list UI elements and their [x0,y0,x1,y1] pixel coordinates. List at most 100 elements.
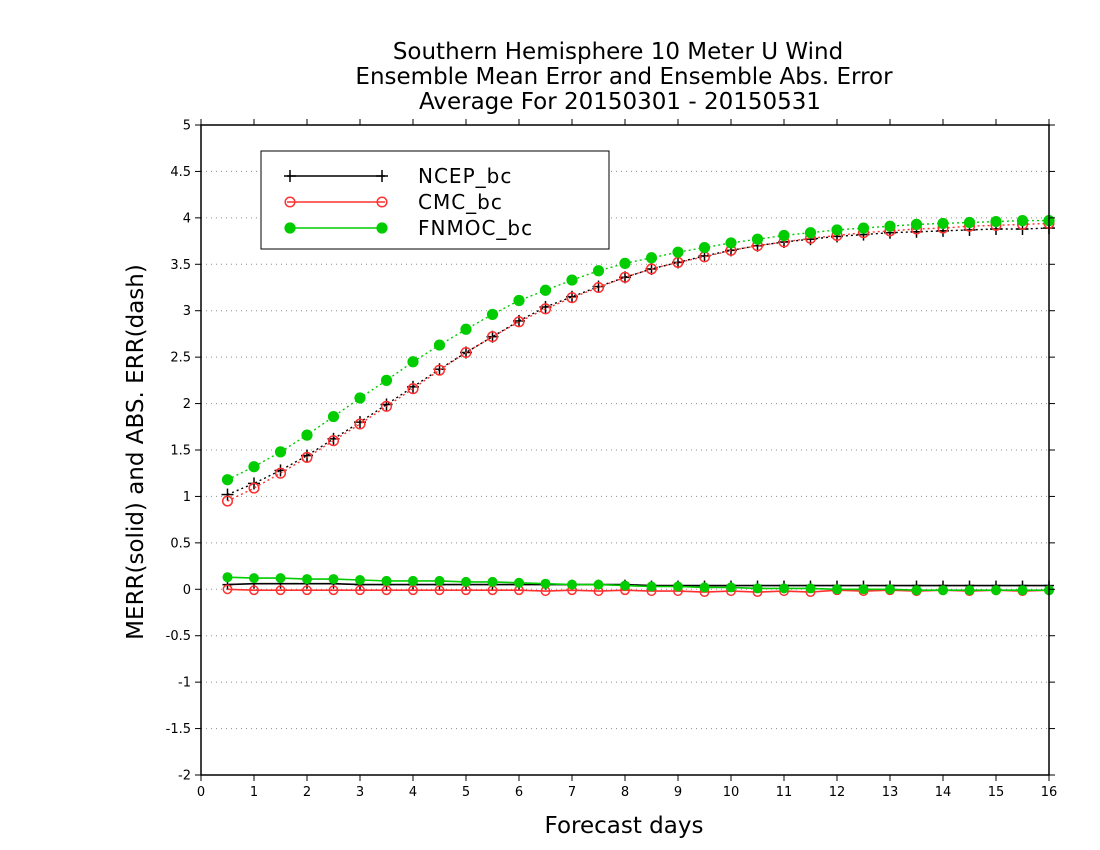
x-tick-label-7: 7 [568,785,576,800]
chart-title-line-1: Southern Hemisphere 10 Meter U Wind [393,39,843,65]
chart-title-line-3: Average For 20150301 - 20150531 [419,89,821,115]
point-mean-error-fnmoc_bc-19 [726,582,736,593]
point-abs-error-cmc_bc-11 [513,316,525,328]
legend-marker-end-ncep_bc [376,170,388,182]
point-mean-error-fnmoc_bc-6 [381,575,392,586]
point-abs-error-ncep_bc-0 [221,488,234,501]
y-tick-label-5: 0.5 [170,536,191,551]
point-abs-error-fnmoc_bc-28 [963,216,976,229]
point-abs-error-fnmoc_bc-18 [698,241,711,254]
point-mean-error-fnmoc_bc-10 [487,576,498,587]
point-mean-error-fnmoc_bc-29 [991,585,1001,596]
point-abs-error-fnmoc_bc-15 [619,257,631,269]
point-mean-error-fnmoc_bc-0 [222,572,233,583]
point-abs-error-fnmoc_bc-16 [645,252,658,264]
legend-marker-start-cmc_bc [284,196,296,208]
legend-item-cmc_bc: CMC_bc [284,190,503,214]
y-tick-label-12: 4 [183,211,191,226]
point-mean-error-fnmoc_bc-24 [858,584,869,595]
legend-label-ncep_bc: NCEP_bc [418,164,512,188]
point-mean-error-fnmoc_bc-11 [514,577,524,588]
line-abs-error-fnmoc_bc [227,219,1049,481]
point-abs-error-fnmoc_bc-19 [725,237,737,249]
point-abs-error-fnmoc_bc-23 [831,224,843,236]
point-mean-error-fnmoc_bc-7 [408,575,418,586]
point-abs-error-cmc_bc-3 [301,451,313,463]
y-tick-label-14: 5 [183,119,191,134]
x-tick-label-4: 4 [409,785,417,800]
point-abs-error-cmc_bc-13 [566,292,578,304]
point-mean-error-fnmoc_bc-21 [779,583,789,594]
point-abs-error-fnmoc_bc-24 [857,222,870,234]
y-tick-label-0: -2 [178,769,191,784]
x-tick-label-5: 5 [462,785,470,800]
y-tick-label-7: 1.5 [170,444,191,459]
point-abs-error-cmc_bc-2 [274,467,287,479]
point-abs-error-fnmoc_bc-5 [354,392,366,404]
point-mean-error-cmc_bc-3 [302,585,312,596]
legend-item-fnmoc_bc: FNMOC_bc [284,216,532,240]
y-tick-label-9: 2.5 [170,351,191,366]
line-abs-error-ncep_bc [227,227,1050,496]
point-mean-error-cmc_bc-2 [275,585,286,596]
x-tick-label-12: 12 [829,785,846,800]
plot-series [221,215,1055,598]
point-mean-error-fnmoc_bc-3 [302,574,312,585]
point-mean-error-cmc_bc-7 [408,585,418,596]
x-tick-label-14: 14 [935,785,952,800]
x-tick-labels: 0 1 2 3 4 5 6 7 8 9 10 11 12 13 14 15 16 [197,785,1057,800]
point-abs-error-fnmoc_bc-26 [910,218,923,230]
point-abs-error-fnmoc_bc-10 [486,308,499,321]
point-abs-error-fnmoc_bc-4 [327,410,340,423]
point-abs-error-fnmoc_bc-14 [592,265,605,277]
point-abs-error-cmc_bc-12 [539,303,552,315]
point-abs-error-fnmoc_bc-7 [407,356,419,368]
point-abs-error-fnmoc_bc-30 [1016,215,1029,227]
point-mean-error-fnmoc_bc-26 [911,585,922,596]
y-tick-label-6: 1 [183,490,191,505]
point-abs-error-fnmoc_bc-0 [221,474,234,486]
point-mean-error-fnmoc_bc-18 [699,582,710,593]
point-mean-error-cmc_bc-6 [381,585,392,596]
point-mean-error-fnmoc_bc-28 [964,585,975,596]
point-abs-error-fnmoc_bc-9 [460,323,472,335]
point-abs-error-fnmoc_bc-1 [248,461,260,473]
point-mean-error-fnmoc_bc-22 [805,583,816,594]
x-tick-label-6: 6 [515,785,523,800]
x-tick-label-8: 8 [621,785,629,800]
y-tick-label-3: -0.5 [166,629,191,644]
point-abs-error-fnmoc_bc-13 [566,274,578,286]
y-tick-label-10: 3 [183,304,191,319]
legend-marker-start-ncep_bc [284,170,296,182]
point-mean-error-fnmoc_bc-17 [673,581,683,592]
point-abs-error-fnmoc_bc-21 [778,229,790,242]
point-abs-error-cmc_bc-5 [354,418,366,430]
point-mean-error-cmc_bc-4 [328,585,339,596]
point-abs-error-cmc_bc-6 [380,400,393,412]
point-abs-error-fnmoc_bc-17 [672,246,684,258]
chart-title-line-2: Ensemble Mean Error and Ensemble Abs. Er… [355,64,893,90]
x-tick-label-10: 10 [723,785,740,800]
point-mean-error-cmc_bc-0 [222,584,233,595]
grid [201,170,1049,730]
point-mean-error-fnmoc_bc-12 [540,578,551,589]
point-mean-error-fnmoc_bc-1 [249,573,259,584]
point-mean-error-fnmoc_bc-9 [461,576,471,587]
point-abs-error-fnmoc_bc-2 [274,446,287,458]
point-abs-error-cmc_bc-16 [645,263,658,275]
x-tick-label-3: 3 [356,785,364,800]
point-mean-error-fnmoc_bc-4 [328,574,339,585]
point-abs-error-fnmoc_bc-6 [380,374,393,386]
point-abs-error-fnmoc_bc-29 [990,215,1002,228]
series-ncep_bc [221,222,1055,591]
point-mean-error-fnmoc_bc-5 [355,575,365,585]
point-abs-error-cmc_bc-7 [407,383,419,395]
legend-label-cmc_bc: CMC_bc [418,190,503,214]
point-abs-error-cmc_bc-8 [433,364,446,376]
legend-box [260,150,610,250]
point-abs-error-ncep_bc-10 [486,330,499,343]
y-tick-label-1: -1.5 [166,722,191,737]
point-mean-error-fnmoc_bc-16 [646,581,657,592]
